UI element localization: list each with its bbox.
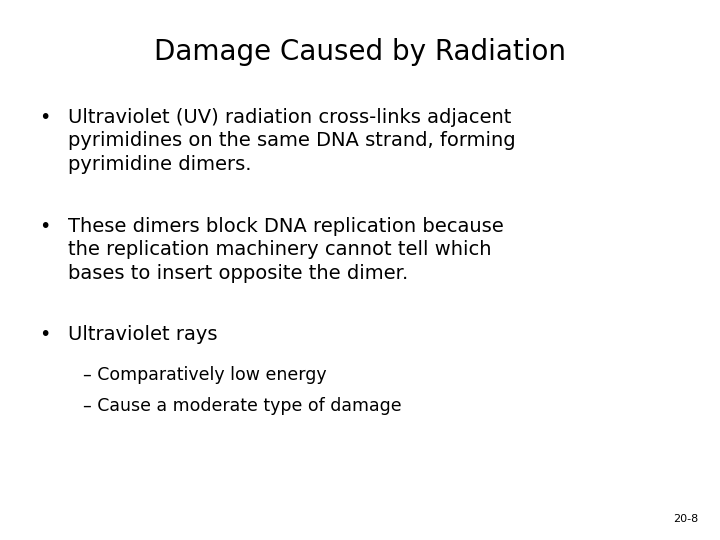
Text: •: • [40, 325, 51, 344]
Text: Ultraviolet rays: Ultraviolet rays [68, 325, 218, 344]
Text: Damage Caused by Radiation: Damage Caused by Radiation [154, 38, 566, 66]
Text: •: • [40, 108, 51, 127]
Text: – Cause a moderate type of damage: – Cause a moderate type of damage [83, 397, 402, 415]
Text: These dimers block DNA replication because
the replication machinery cannot tell: These dimers block DNA replication becau… [68, 217, 504, 282]
Text: 20-8: 20-8 [673, 514, 698, 524]
Text: Ultraviolet (UV) radiation cross-links adjacent
pyrimidines on the same DNA stra: Ultraviolet (UV) radiation cross-links a… [68, 108, 516, 174]
Text: – Comparatively low energy: – Comparatively low energy [83, 366, 326, 383]
Text: •: • [40, 217, 51, 235]
